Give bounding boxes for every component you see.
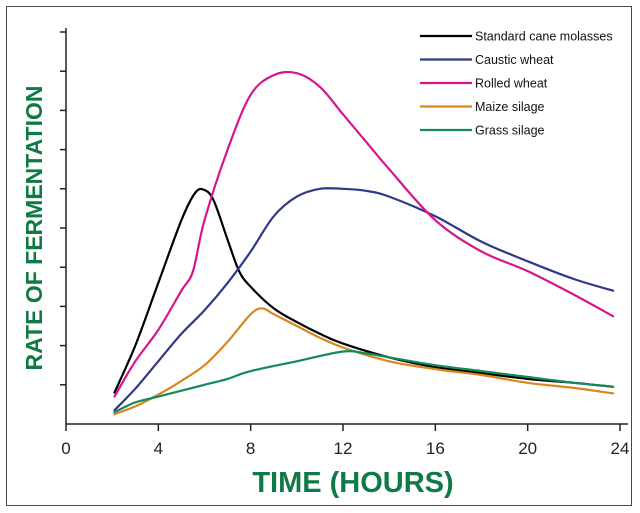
- x-tick-label-12: 12: [334, 439, 353, 458]
- legend: Standard cane molasses Caustic wheat Rolle…: [420, 30, 613, 138]
- axes: [65, 28, 628, 425]
- series-line-rolled-wheat: [113, 70, 615, 398]
- series-line-standard-cane-molasses: [113, 187, 615, 394]
- x-tick-label-8: 8: [246, 439, 255, 458]
- x-ticks: 0 4 8 12 16 20 24: [61, 424, 629, 458]
- series-line-caustic-wheat: [113, 187, 615, 412]
- x-tick-label-20: 20: [518, 439, 537, 458]
- series-line-maize-silage: [113, 307, 615, 416]
- x-tick-label-4: 4: [154, 439, 163, 458]
- chart-frame: [6, 6, 632, 506]
- legend-label-grass-silage: Grass silage: [475, 124, 545, 138]
- y-ticks: [60, 31, 66, 386]
- series-line-grass-silage: [113, 350, 615, 414]
- x-tick-label-0: 0: [61, 439, 70, 458]
- y-axis-title: RATE OF FERMENTATION: [21, 86, 47, 371]
- x-axis-title: TIME (HOURS): [252, 467, 453, 499]
- legend-label-standard-cane-molasses: Standard cane molasses: [475, 30, 613, 44]
- series-lines: [113, 70, 615, 416]
- legend-label-caustic-wheat: Caustic wheat: [475, 53, 554, 67]
- x-tick-label-16: 16: [426, 439, 445, 458]
- legend-label-maize-silage: Maize silage: [475, 100, 545, 114]
- x-tick-label-24: 24: [611, 439, 630, 458]
- legend-label-rolled-wheat: Rolled wheat: [475, 77, 548, 91]
